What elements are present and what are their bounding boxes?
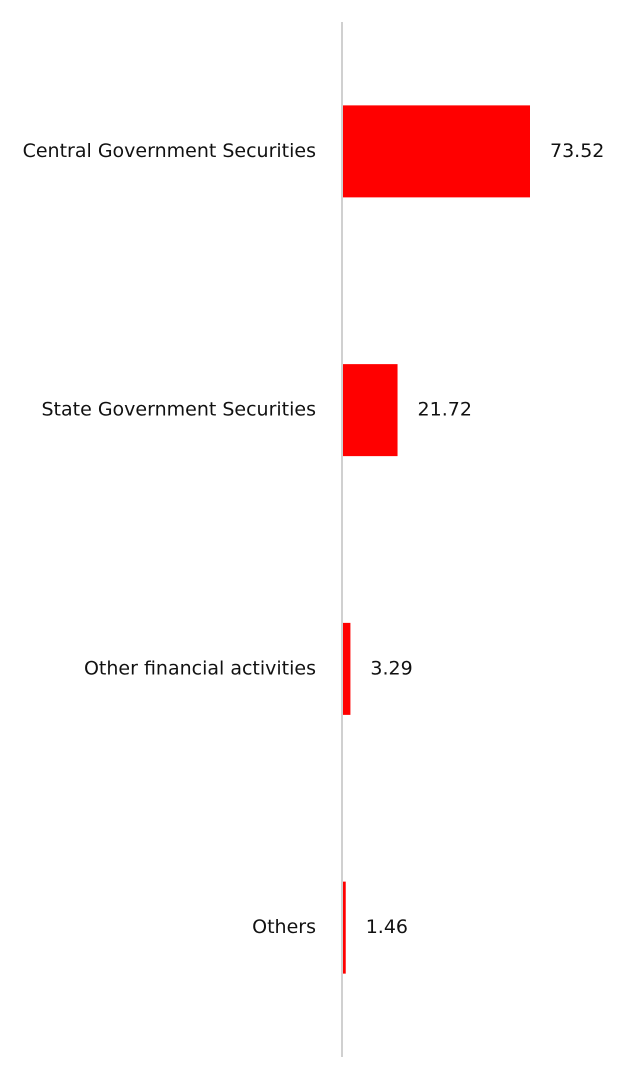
value-label: 21.72 bbox=[418, 399, 472, 421]
category-label: Others bbox=[252, 916, 316, 938]
bar bbox=[342, 364, 398, 457]
category-label: Other financial activities bbox=[84, 657, 316, 679]
bar bbox=[342, 105, 530, 198]
value-label: 1.46 bbox=[366, 916, 408, 938]
bar bbox=[342, 881, 346, 974]
value-label: 3.29 bbox=[370, 657, 412, 679]
value-label: 73.52 bbox=[550, 140, 604, 162]
category-label: State Government Securities bbox=[41, 399, 316, 421]
bar bbox=[342, 622, 351, 715]
category-label: Central Government Securities bbox=[23, 140, 316, 162]
